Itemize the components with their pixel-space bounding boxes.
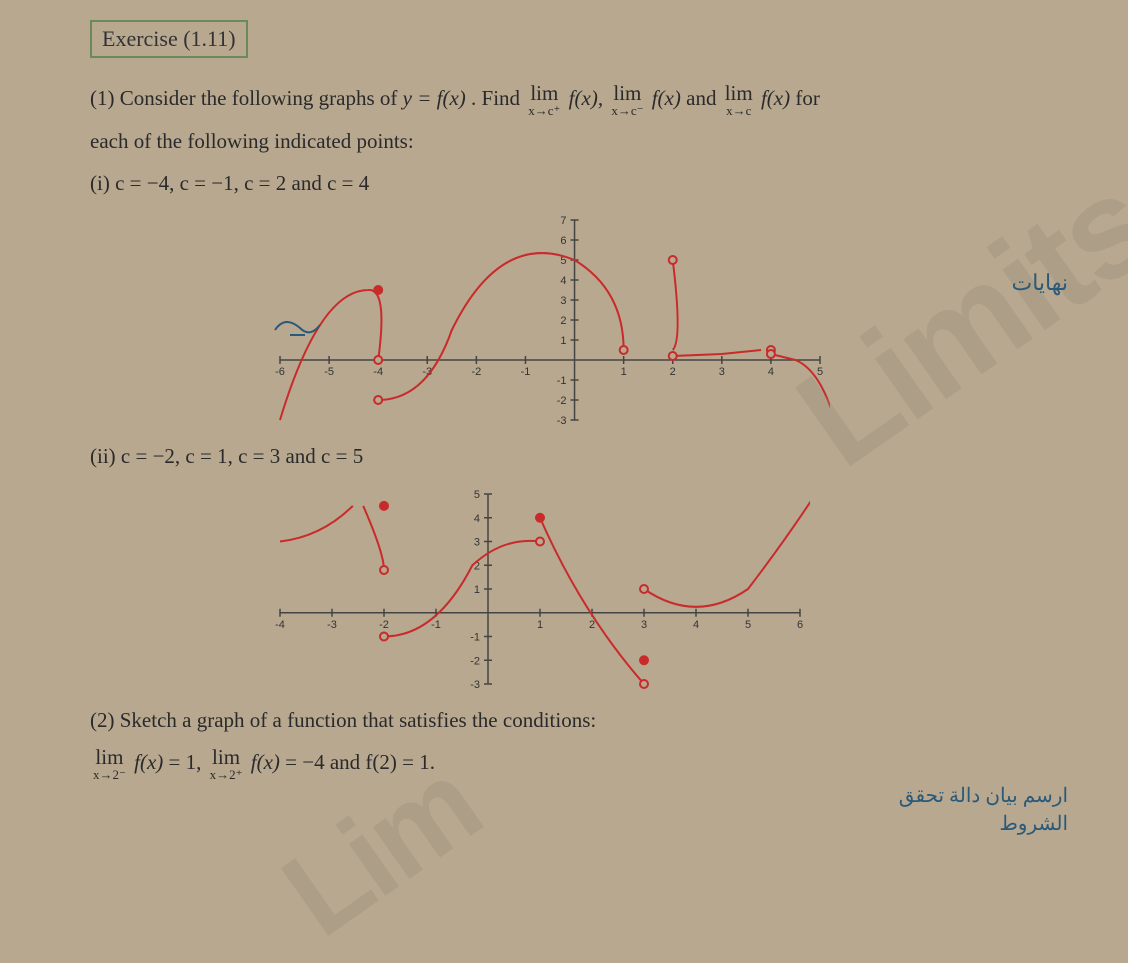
hw2-line2: الشروط (899, 810, 1068, 838)
lim-2plus: lim x→2⁺ (210, 747, 243, 781)
graph-1: -6-5-4-3-2-112345-3-2-11234567 (270, 210, 830, 430)
svg-text:6: 6 (560, 235, 566, 247)
svg-text:-3: -3 (470, 679, 480, 691)
svg-text:4: 4 (768, 366, 774, 378)
svg-text:-1: -1 (470, 631, 480, 643)
question-1-line2: each of the following indicated points: (90, 125, 1038, 159)
cond-b: = −4 and f(2) = 1. (285, 750, 435, 774)
lim-label: lim (530, 81, 558, 105)
q1-text-c: and (686, 86, 722, 110)
svg-text:-1: -1 (521, 366, 531, 378)
q1-text-d: for (795, 86, 820, 110)
svg-text:-5: -5 (324, 366, 334, 378)
svg-text:7: 7 (560, 215, 566, 227)
exercise-title: Exercise (1.11) (102, 26, 236, 51)
svg-text:3: 3 (474, 536, 480, 548)
svg-text:1: 1 (621, 366, 627, 378)
svg-text:-3: -3 (557, 415, 567, 427)
svg-text:5: 5 (474, 489, 480, 501)
svg-text:5: 5 (745, 619, 751, 631)
svg-text:1: 1 (537, 619, 543, 631)
svg-text:-3: -3 (327, 619, 337, 631)
svg-text:4: 4 (693, 619, 699, 631)
svg-text:1: 1 (474, 584, 480, 596)
svg-text:2: 2 (670, 366, 676, 378)
svg-text:-6: -6 (275, 366, 285, 378)
q1-text-b: . Find (471, 86, 525, 110)
svg-text:1: 1 (560, 335, 566, 347)
lim-label: lim (95, 745, 123, 769)
svg-text:-4: -4 (275, 619, 285, 631)
svg-text:4: 4 (560, 275, 566, 287)
svg-text:-2: -2 (379, 619, 389, 631)
lim-sub: x→c⁺ (528, 104, 560, 117)
pen-scribble-1 (270, 310, 330, 350)
q1-text-a: (1) Consider the following graphs of (90, 86, 403, 110)
question-2-conditions: lim x→2⁻ f(x) = 1, lim x→2⁺ f(x) = −4 an… (90, 746, 1038, 781)
lim-both: lim x→c (725, 83, 753, 117)
lim-sub: x→2⁻ (93, 768, 126, 781)
lim-right: lim x→c⁺ (528, 83, 560, 117)
svg-text:-2: -2 (557, 395, 567, 407)
page: Exercise (1.11) (1) Consider the followi… (0, 0, 1128, 888)
exercise-title-box: Exercise (1.11) (90, 20, 248, 58)
hw2-line1: ارسم بيان دالة تحقق (899, 782, 1068, 810)
svg-text:-2: -2 (470, 655, 480, 667)
fx3: f(x) (761, 86, 790, 110)
graph-2-container: -4-3-2-1123456-3-2-112345 (270, 484, 1038, 694)
part-i-text: (i) c = −4, c = −1, c = 2 and c = 4 (90, 167, 1038, 201)
question-2-text: (2) Sketch a graph of a function that sa… (90, 704, 1038, 738)
fx-cond1: f(x) (134, 750, 163, 774)
svg-text:2: 2 (589, 619, 595, 631)
lim-sub: x→c⁻ (611, 104, 643, 117)
handwriting-1: نهايات (1011, 270, 1068, 296)
lim-left: lim x→c⁻ (611, 83, 643, 117)
lim-sub: x→2⁺ (210, 768, 243, 781)
svg-text:5: 5 (817, 366, 823, 378)
lim-label: lim (613, 81, 641, 105)
lim-label: lim (212, 745, 240, 769)
svg-text:-2: -2 (471, 366, 481, 378)
handwriting-2: ارسم بيان دالة تحقق الشروط (899, 782, 1068, 838)
cond-a: = 1, (169, 750, 207, 774)
svg-text:-1: -1 (557, 375, 567, 387)
lim-label: lim (725, 81, 753, 105)
svg-text:2: 2 (560, 315, 566, 327)
svg-text:3: 3 (719, 366, 725, 378)
y-eq-fx: y = f(x) (403, 86, 466, 110)
svg-text:6: 6 (797, 619, 803, 631)
lim-2minus: lim x→2⁻ (93, 747, 126, 781)
question-1-line1: (1) Consider the following graphs of y =… (90, 82, 1038, 117)
svg-text:4: 4 (474, 513, 480, 525)
svg-text:-4: -4 (373, 366, 383, 378)
svg-text:-1: -1 (431, 619, 441, 631)
part-ii-text: (ii) c = −2, c = 1, c = 3 and c = 5 (90, 440, 1038, 474)
fx2: f(x) (652, 86, 681, 110)
svg-text:3: 3 (641, 619, 647, 631)
fx-cond2: f(x) (251, 750, 280, 774)
graph-2: -4-3-2-1123456-3-2-112345 (270, 484, 810, 694)
graph-1-container: -6-5-4-3-2-112345-3-2-11234567 (270, 210, 1038, 430)
lim-sub: x→c (725, 104, 753, 117)
fx1: f(x), (569, 86, 603, 110)
svg-text:3: 3 (560, 295, 566, 307)
